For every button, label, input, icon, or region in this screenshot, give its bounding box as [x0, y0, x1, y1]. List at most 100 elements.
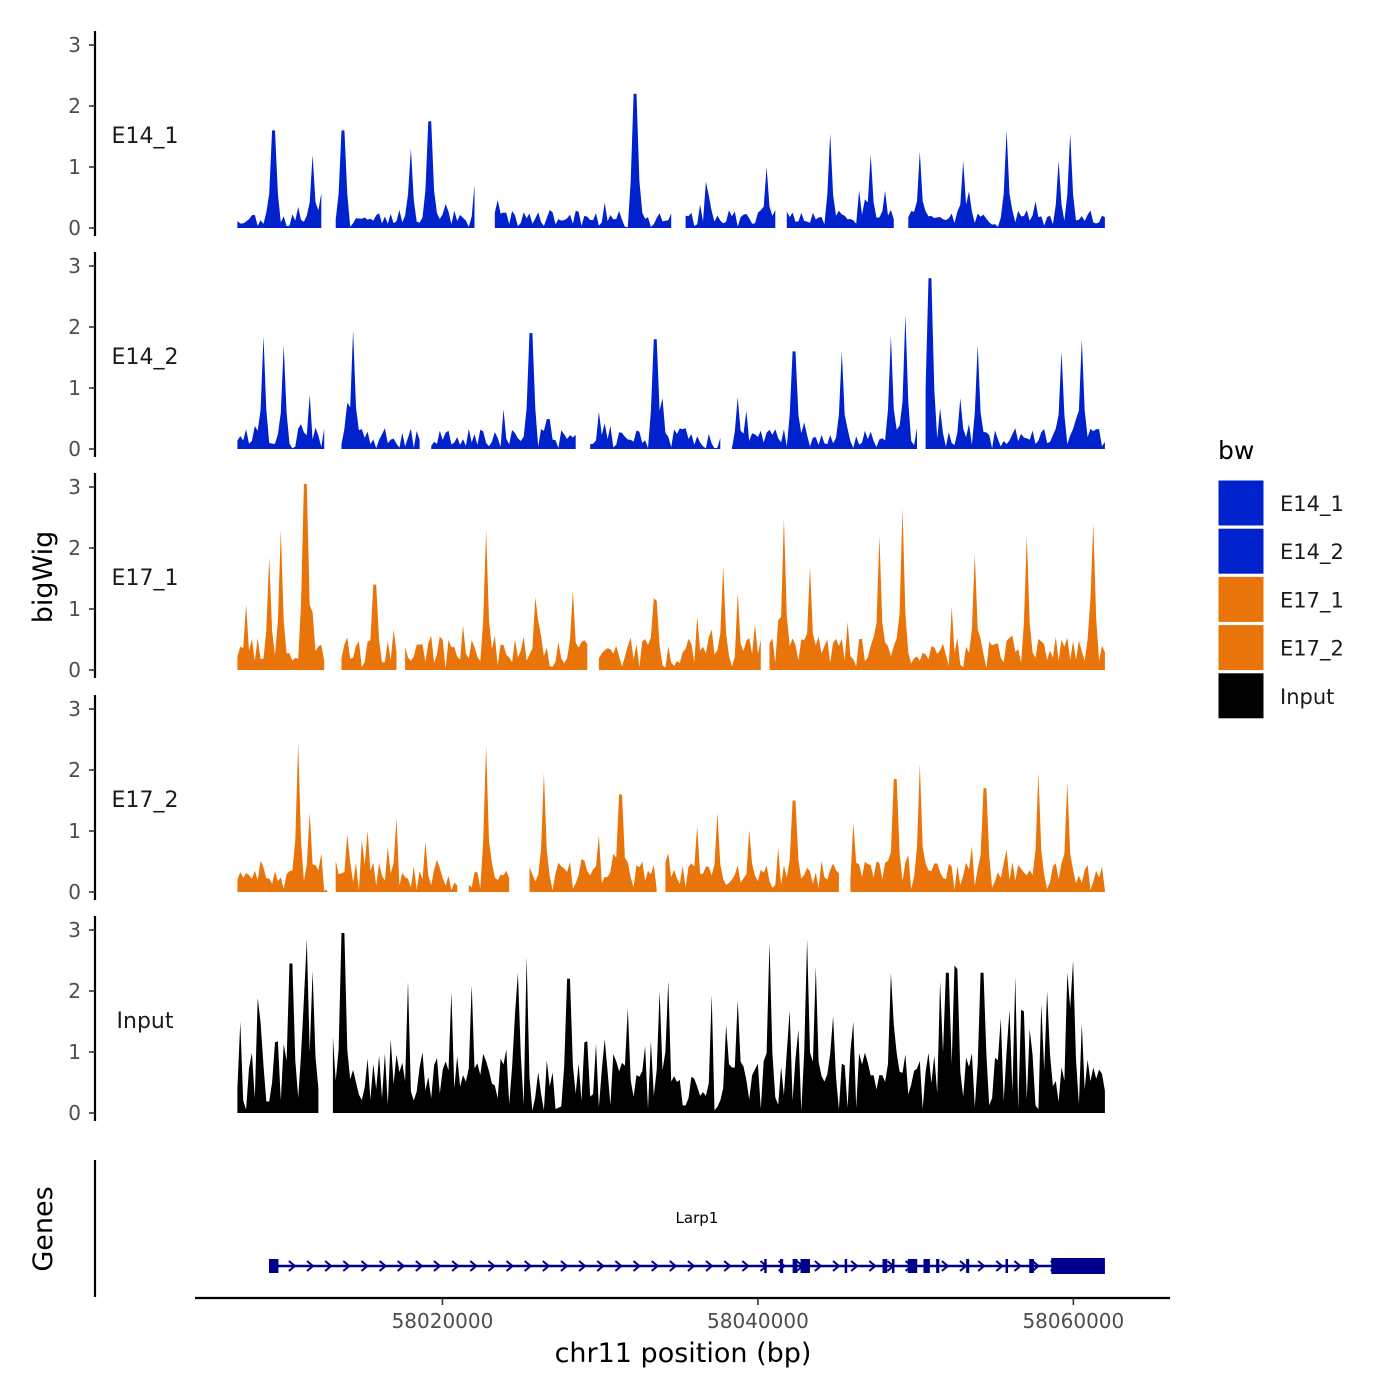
gene-exon — [1029, 1259, 1034, 1273]
coverage-area — [786, 133, 894, 228]
track-E14_1: 0 1 2 3 E14_1 — [68, 31, 1105, 240]
coverage-area — [341, 330, 420, 449]
legend-swatch-Input — [1217, 672, 1265, 720]
coverage-area — [925, 278, 1105, 449]
y-tick-label: 3 — [68, 254, 81, 278]
strand-arrow — [433, 1260, 442, 1272]
legend-swatch-E17_1 — [1217, 575, 1265, 623]
strand-arrow — [306, 1260, 315, 1272]
strand-arrow — [632, 1260, 642, 1272]
track-E17_1: 0 1 2 3 E17_1 — [68, 473, 1105, 682]
legend-swatch-E17_2 — [1217, 624, 1265, 672]
strand-arrow — [614, 1260, 623, 1272]
y-tick-label: 1 — [68, 597, 81, 621]
track-label: E14_2 — [112, 345, 179, 370]
coverage-area — [598, 566, 761, 670]
strand-arrow — [596, 1260, 605, 1272]
y-tick-label: 3 — [68, 918, 81, 942]
gene-exon — [764, 1259, 767, 1273]
gene-exon — [891, 1259, 895, 1273]
track-label: E17_2 — [112, 788, 179, 813]
strand-arrow — [741, 1260, 750, 1272]
coverage-area — [685, 167, 776, 228]
strand-arrow — [560, 1260, 569, 1272]
coverage-area — [237, 742, 328, 892]
legend-label-E17_1: E17_1 — [1280, 588, 1344, 613]
legend-title: bw — [1218, 436, 1254, 465]
strand-arrow — [977, 1260, 986, 1272]
strand-arrow — [342, 1260, 351, 1272]
x-tick-label: 58060000 — [1022, 1309, 1124, 1333]
gene-exon — [923, 1259, 930, 1273]
y-tick-label: 2 — [68, 979, 81, 1003]
coverage-area — [237, 130, 322, 228]
strand-arrow — [705, 1260, 714, 1272]
track-E14_2: 0 1 2 3 E14_2 — [68, 252, 1105, 461]
coverage-area — [332, 933, 1105, 1113]
coverage-area — [341, 584, 397, 670]
y-tick-label: 1 — [68, 1040, 81, 1064]
strand-arrow — [959, 1260, 968, 1272]
strand-arrow — [378, 1260, 388, 1272]
y-tick-label: 1 — [68, 155, 81, 179]
gene-exon — [844, 1259, 848, 1273]
strand-arrow — [832, 1260, 841, 1272]
gene-exon — [268, 1259, 279, 1273]
gene-exon — [966, 1259, 970, 1273]
coverage-area — [335, 121, 475, 228]
x-tick-label: 58040000 — [707, 1309, 809, 1333]
legend-label-E17_2: E17_2 — [1280, 637, 1344, 662]
coverage-area — [237, 336, 325, 449]
y-tick-label: 1 — [68, 376, 81, 400]
y-tick-label: 0 — [68, 1101, 81, 1125]
y-tick-label: 2 — [68, 94, 81, 118]
strand-arrow — [995, 1260, 1004, 1272]
strand-arrow — [397, 1260, 406, 1272]
y-axis-title: bigWig — [28, 531, 59, 624]
gene-exon — [907, 1259, 918, 1273]
gene-exon — [936, 1259, 940, 1273]
gene-name-label: Larp1 — [676, 1209, 719, 1227]
y-tick-label: 2 — [68, 315, 81, 339]
strand-arrow — [669, 1260, 678, 1272]
strand-arrow — [288, 1260, 297, 1272]
coverage-area — [665, 800, 839, 892]
y-tick-label: 0 — [68, 658, 81, 682]
x-axis: 58020000 58040000 58060000 — [195, 1296, 1170, 1333]
legend-label-E14_2: E14_2 — [1280, 540, 1344, 565]
strand-arrow — [542, 1260, 551, 1272]
y-tick-label: 2 — [68, 758, 81, 782]
strand-arrow — [578, 1260, 587, 1272]
legend-label-E14_1: E14_1 — [1280, 492, 1344, 517]
track-Input: 0 1 2 3 Input — [68, 916, 1105, 1125]
strand-arrow — [360, 1260, 369, 1272]
genes-panel-title: Genes — [28, 1186, 59, 1271]
coverage-tracks: 0 1 2 3 E14_1 0 1 2 3 E14_2 0 1 2 3 E17_1 0 1 2 3 E17_2 0 1 2 3… — [68, 31, 1105, 1125]
coverage-area — [494, 93, 672, 228]
coverage-area — [731, 314, 917, 449]
y-tick-label: 0 — [68, 437, 81, 461]
strand-arrow — [941, 1260, 950, 1272]
strand-arrow — [469, 1260, 478, 1272]
coverage-area — [335, 818, 458, 892]
strand-arrow — [868, 1260, 877, 1272]
track-label: Input — [117, 1009, 174, 1034]
gene-exon — [780, 1259, 784, 1273]
x-tick-label: 58020000 — [392, 1309, 494, 1333]
strand-arrow — [324, 1260, 333, 1272]
y-tick-label: 0 — [68, 216, 81, 240]
gene-exon — [1005, 1259, 1009, 1273]
legend: bw E14_1 E14_2 E17_1 E17_2 Input — [1217, 436, 1344, 720]
strand-arrow — [1013, 1260, 1022, 1272]
track-label: E14_1 — [112, 124, 179, 149]
strand-arrow — [650, 1260, 660, 1272]
legend-label-Input: Input — [1280, 685, 1334, 709]
track-label: E17_1 — [112, 566, 179, 591]
coverage-area — [468, 745, 510, 892]
strand-arrow — [487, 1260, 496, 1272]
strand-arrow — [850, 1260, 859, 1272]
x-axis-title: chr11 position (bp) — [555, 1338, 812, 1369]
track-E17_2: 0 1 2 3 E17_2 — [68, 695, 1105, 904]
